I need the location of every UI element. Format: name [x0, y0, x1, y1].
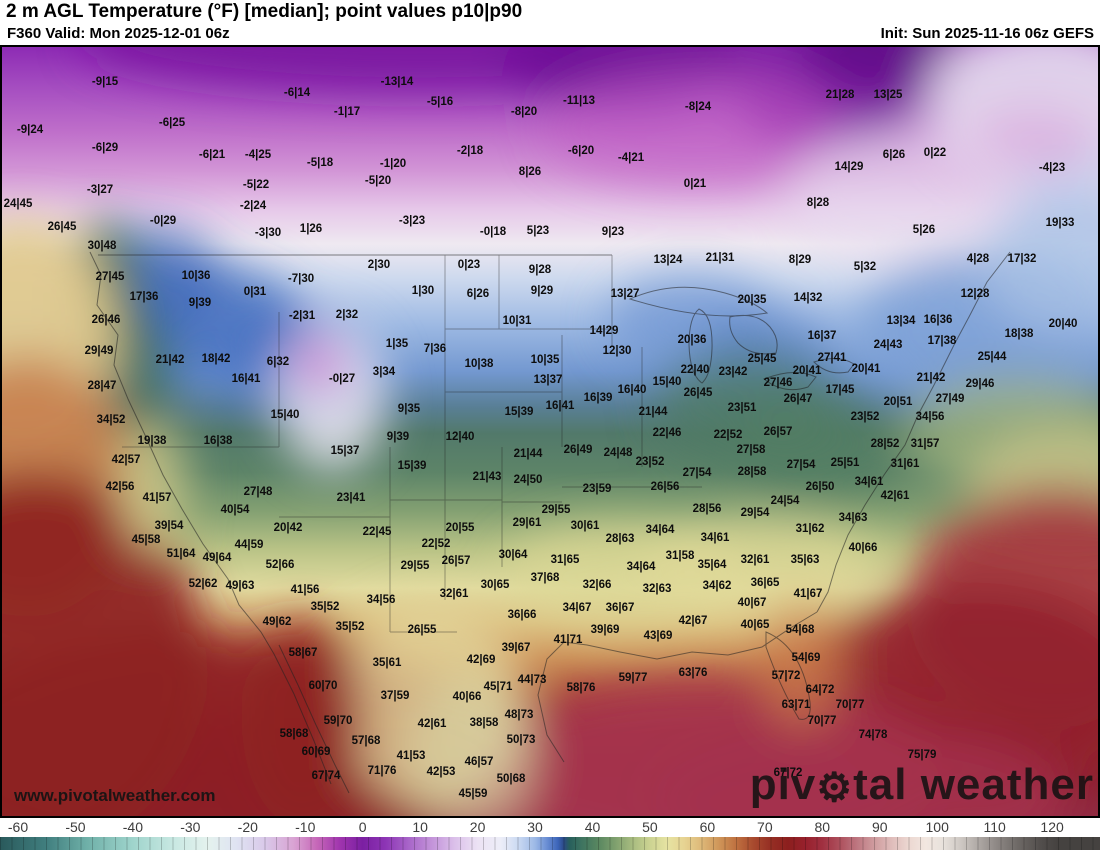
colorbar-tick: 70	[757, 819, 773, 835]
brand-text-right: tal weather	[853, 760, 1094, 809]
temperature-blobs	[2, 47, 1098, 816]
map-header: 2 m AGL Temperature (°F) [median]; point…	[0, 0, 1100, 45]
colorbar-tick: 110	[983, 819, 1006, 835]
colorbar-gradient	[0, 837, 1100, 850]
colorbar-tick: 100	[925, 819, 949, 835]
valid-time-label: F360 Valid: Mon 2025-12-01 06z	[7, 25, 230, 42]
colorbar-tick: -30	[180, 819, 201, 835]
colorbar-tick: 120	[1040, 819, 1064, 835]
colorbar-segments	[0, 837, 1100, 850]
colorbar-tick: 60	[699, 819, 716, 835]
colorbar-tick: 20	[469, 819, 486, 835]
geo-borders	[89, 251, 1011, 794]
watermark-brand: piv⚙tal weather	[749, 760, 1094, 810]
init-time-label: Init: Sun 2025-11-16 06z GEFS	[880, 25, 1094, 42]
colorbar-tick: -10	[295, 819, 316, 835]
colorbar-tick: -50	[65, 819, 86, 835]
colorbar-tick: -20	[237, 819, 258, 835]
colorbar-area: -60 -50 -40 -30 -20 -10 0 10 20 30 40 50 60 70 80 90 100…	[0, 818, 1100, 850]
colorbar-tick: 0	[358, 819, 367, 835]
gear-icon: ⚙	[816, 766, 854, 810]
colorbar-tick: -40	[122, 819, 144, 835]
colorbar-tick: 40	[584, 819, 601, 835]
map-canvas	[0, 45, 1100, 818]
brand-text-left: piv	[749, 760, 817, 809]
colorbar-tick: 80	[814, 819, 831, 835]
colorbar-tick: 50	[642, 819, 658, 835]
colorbar-tick: 30	[527, 819, 543, 835]
page-title: 2 m AGL Temperature (°F) [median]; point…	[6, 1, 523, 22]
colorbar-tick: 10	[412, 819, 428, 835]
colorbar-tick: 90	[871, 819, 888, 835]
temperature-field	[2, 47, 1098, 816]
watermark-url: www.pivotalweather.com	[14, 786, 216, 805]
colorbar-tick: -60	[7, 819, 29, 835]
